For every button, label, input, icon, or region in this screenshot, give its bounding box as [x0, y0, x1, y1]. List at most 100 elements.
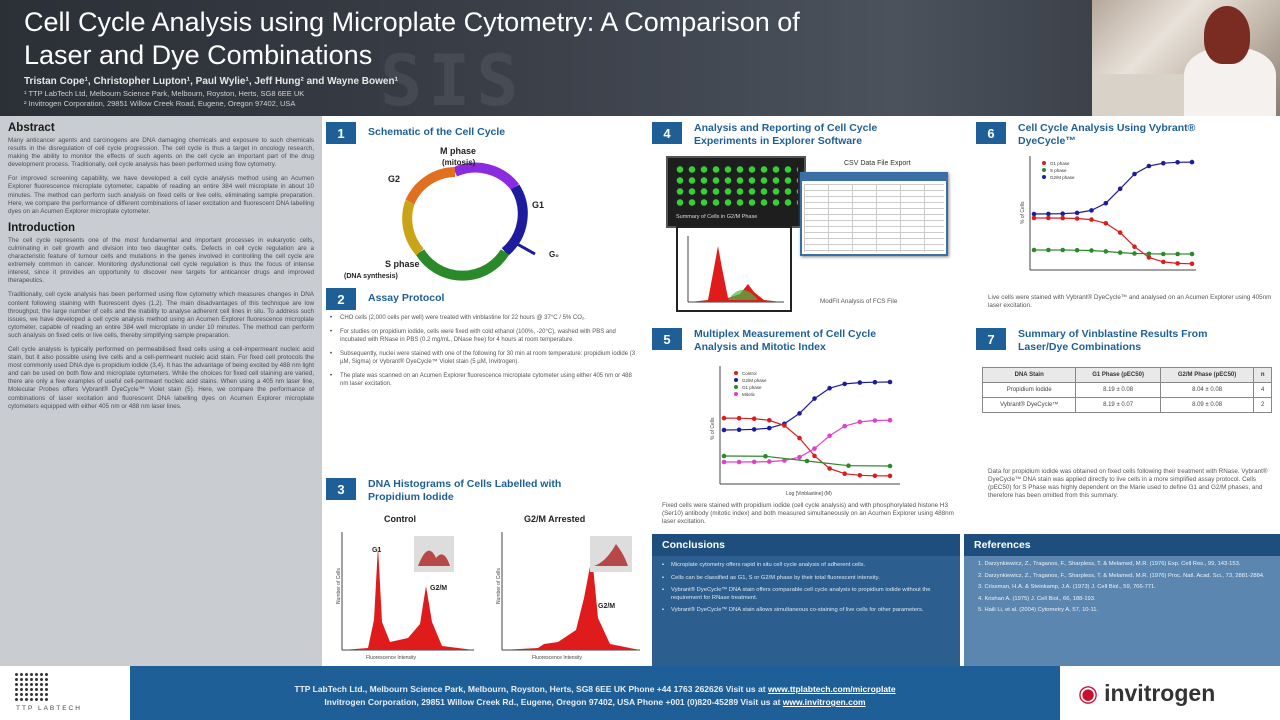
chart6-legend: G1 phase S phase G2/M phase [1042, 161, 1075, 180]
chart5-mitotic-point [887, 417, 893, 423]
chart5-g1-point-segment [844, 473, 860, 476]
fcs-caption: ModFit Analysis of FCS File [820, 298, 898, 305]
ttp-labtech-logo: TTP LABTECH [14, 672, 114, 716]
title-line-2: Laser and Dye Combinations [24, 40, 373, 70]
abstract-heading: Abstract [8, 122, 55, 134]
section-5-title-line-2: Analysis and Mitotic Index [694, 341, 826, 353]
chart5-control-point-segment [765, 455, 808, 462]
chart5-marks [721, 379, 893, 479]
chart5-g1-point-segment [799, 437, 815, 457]
chart5-mitotic-point-segment [844, 421, 860, 427]
conclusion-item: Microplate cytometry offers rapid in sit… [662, 562, 952, 570]
summary-caption: Data for propidium iodide was obtained o… [988, 468, 1268, 499]
protocol-step: The plate was scanned on an Acumen Explo… [330, 372, 636, 388]
g2-arc [402, 200, 424, 256]
invitrogen-website-link[interactable]: www.invitrogen.com [782, 697, 866, 707]
dna-histograms: Control G2/M Arrested G1 G2/M G2/M Numbe… [336, 514, 640, 661]
chart6-g1-point-segment [1148, 256, 1164, 263]
protocol-step: Subsequently, nuclei were stained with o… [330, 350, 636, 366]
poster-header: SIS Cell Cycle Analysis using Microplate… [0, 0, 1280, 116]
chart6-s-phase-point-segment [1091, 249, 1106, 252]
arrested-g2m-label: G2/M [598, 603, 615, 610]
chart6-g2m-point-segment [1119, 173, 1135, 190]
table-row: Propidium Iodide 8.19 ± 0.08 8.04 ± 0.08… [981, 382, 1272, 398]
chart6-legend-swatch [1042, 161, 1046, 165]
introduction-heading: Introduction [8, 221, 76, 234]
control-g1-label: G1 [372, 547, 381, 554]
chart6-g2m-point-segment [1105, 188, 1121, 204]
section-1-title: Schematic of the Cell Cycle [368, 126, 506, 138]
reference-item: 4. Krishan A. (1975) J. Cell Biol., 66, … [978, 595, 1096, 602]
chart5-legend-label: G2/M phase [742, 378, 767, 383]
footer-line-2-text: Invitrogen Corporation, 29851 Willow Cre… [324, 697, 783, 707]
software-panel-label: Summary of Cells in G2/M Phase [676, 214, 758, 220]
conclusion-item: Vybrant® DyeCycle™ DNA stain allows simu… [662, 607, 952, 615]
chart6-g1-point [1161, 259, 1166, 265]
chart5-caption: Fixed cells were stained with propidium … [662, 502, 954, 525]
chart5-g2m-point [736, 427, 742, 433]
chart6-g2m-point-segment [1163, 161, 1178, 164]
header-lab-photo [1092, 0, 1280, 116]
chart6-s-phase-point-segment [1105, 250, 1121, 254]
chart5-g1-point [721, 415, 727, 421]
chart5-legend: Control G2/M phase G1 phase Mitotic [734, 371, 767, 397]
chart5-g2m-point-segment [754, 427, 770, 430]
authors: Tristan Cope¹, Christopher Lupton¹, Paul… [24, 76, 398, 87]
affiliation-1: ¹ TTP LabTech Ltd, Melbourn Science Park… [24, 89, 305, 98]
chart5-mitotic-point [782, 458, 787, 463]
g0-label: G₀ [549, 250, 559, 259]
protocol-step: For studies on propidium iodide, cells w… [330, 328, 636, 344]
section-6-title-line-2: DyeCycle™ [1018, 135, 1076, 147]
table-header-cell: n [1253, 367, 1272, 383]
chart6-g2m-point-segment [1076, 209, 1092, 214]
references-panel: References 1. Darzynkiewicz, Z., Tragano… [964, 534, 1280, 666]
m-phase-label: M phase [440, 146, 476, 156]
chart6-g1-point-segment [1091, 219, 1106, 224]
section-4-number: 4 [652, 122, 682, 144]
conclusion-item: Cells can be classified as G1, S or G2/M… [662, 575, 952, 583]
modfit-histogram-window [676, 226, 792, 312]
ttp-website-link[interactable]: www.ttplabtech.com/microplate [767, 684, 896, 694]
ttp-dot-grid-icon [14, 672, 48, 702]
chart6-g2m-point-segment [1062, 212, 1078, 215]
chart6-legend-swatch [1042, 168, 1046, 172]
chart5-g2m-point-segment [799, 398, 815, 414]
footer-line-1: TTP LabTech Ltd., Melbourn Science Park,… [130, 684, 1060, 694]
chart6-caption: Live cells were stained with Vybrant® Dy… [988, 294, 1272, 309]
modfit-peaks [690, 246, 782, 302]
chart5-mitotic-point-segment [814, 435, 830, 450]
chart6-s-phase-point [1103, 249, 1109, 254]
chart6-g1-point-segment [1105, 222, 1121, 234]
section-2-header: 2 Assay Protocol [326, 288, 444, 310]
section-2-number: 2 [326, 288, 356, 310]
chart6-s-phase-point [1161, 251, 1166, 257]
g2-m-transition-arc [405, 167, 456, 205]
chart6-legend-label: S phase [1050, 168, 1067, 173]
chart5-mitotic-point-segment [769, 459, 785, 463]
section-5-title-line-1: Multiplex Measurement of Cell Cycle [694, 328, 877, 340]
arrested-x-label: Fluorescence Intensity [532, 655, 583, 661]
dna-synthesis-label: (DNA synthesis) [344, 273, 398, 280]
chart6-legend-label: G1 phase [1050, 161, 1070, 166]
chart5-g1-point-segment [829, 467, 845, 475]
s-phase-arc [415, 249, 510, 281]
section-4-title-line-2: Experiments in Explorer Software [694, 135, 863, 147]
poster-title: Cell Cycle Analysis using Microplate Cyt… [24, 6, 1064, 72]
table-header-cell: G2/M Phase (pEC50) [1159, 367, 1255, 383]
chart5-g1-point-segment [769, 419, 785, 427]
chart6-s-phase-point-segment [1120, 252, 1135, 255]
control-inset-peak [418, 550, 450, 566]
table-header-row: DNA Stain G1 Phase (pEC50) G2/M Phase (p… [981, 367, 1272, 383]
csv-grid [804, 184, 944, 252]
intro-paragraph-1: The cell cycle represents one of the mos… [8, 236, 314, 285]
references-heading: References [964, 534, 1280, 556]
section-2-title: Assay Protocol [368, 292, 445, 304]
table-cell: Propidium Iodide [981, 382, 1077, 398]
section-3-title: DNA Histograms of Cells Labelled with Pr… [368, 478, 561, 504]
chart6-g2m-point [1189, 159, 1195, 165]
control-g2m-label: G2/M [430, 585, 447, 592]
section-4-title: Analysis and Reporting of Cell Cycle Exp… [694, 122, 877, 148]
conclusion-item: Vybrant® DyeCycle™ DNA stain offers comp… [662, 587, 952, 602]
section-1-number: 1 [326, 122, 356, 144]
control-histogram-label: Control [384, 514, 416, 524]
